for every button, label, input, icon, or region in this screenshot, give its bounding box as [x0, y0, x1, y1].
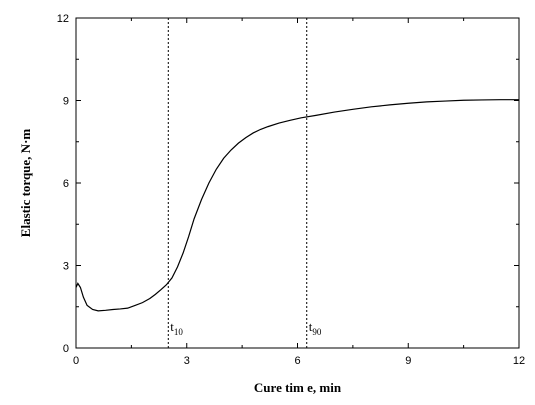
axis-ticks: [75, 17, 520, 349]
x-tick-label: 6: [294, 355, 300, 367]
marker-label-t10: t10: [170, 319, 183, 337]
x-tick-label: 3: [184, 355, 190, 367]
y-tick-label: 6: [63, 178, 69, 190]
y-tick-label: 0: [63, 343, 69, 355]
x-tick-label: 0: [73, 355, 79, 367]
plot-frame: [75, 17, 520, 349]
y-tick-label: 12: [57, 13, 69, 25]
y-tick-label: 9: [63, 96, 69, 108]
torque-series-line: [75, 99, 519, 312]
marker-label-t90: t90: [309, 319, 322, 337]
y-tick-label: 3: [63, 261, 69, 273]
cure-time-markers: t10 t90: [167, 18, 322, 348]
x-axis-title: Cure tim e, min: [254, 380, 342, 395]
x-tick-label: 12: [513, 355, 525, 367]
tick-labels: 0 3 6 9 12 0 3 6 9 12: [57, 13, 525, 367]
y-axis-title: Elastic torque, N·m: [18, 129, 33, 238]
x-tick-label: 9: [405, 355, 411, 367]
